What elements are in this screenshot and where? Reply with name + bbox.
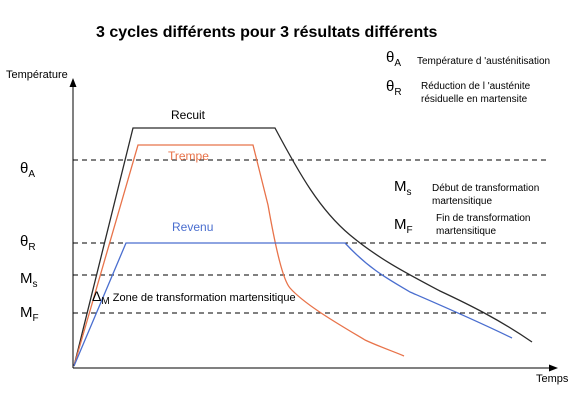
level-label-theta-a: θA — [20, 160, 35, 180]
legend-mf-line1: Fin de transformation — [436, 213, 531, 224]
curve-trempe — [73, 144, 405, 367]
zone-annotation: ΔM Zone de transformation martensitique — [92, 288, 296, 307]
legend-theta-a-subscript: A — [394, 58, 402, 70]
legend-theta-r-line1: Réduction de l 'austénite — [421, 81, 531, 92]
legend-theta-r-line2: résiduelle en martensite — [421, 94, 528, 105]
y-axis-label: Température — [6, 69, 68, 81]
legend-ms-line2: martensitique — [432, 196, 493, 207]
legend-mf-subscript: F — [406, 225, 413, 237]
x-axis-arrow — [549, 364, 558, 372]
legend-ms-text: Début de transformation martensitique — [432, 182, 539, 208]
legend-mf-line2: martensitique — [436, 226, 497, 237]
zone-delta-symbol: Δ — [92, 288, 102, 304]
legend-ms-subscript: s — [406, 187, 412, 199]
legend-ms: Ms — [394, 178, 412, 198]
label-revenu: Revenu — [172, 220, 214, 234]
legend-mf-text: Fin de transformation martensitique — [436, 212, 531, 238]
legend-ms-symbol: M — [394, 178, 407, 195]
y-axis-arrow — [69, 78, 77, 87]
legend-theta-r-subscript: R — [394, 87, 402, 99]
level-label-ms: Ms — [20, 270, 38, 290]
legend-mf: MF — [394, 216, 413, 236]
level-label-mf: MF — [20, 304, 39, 324]
legend-mf-symbol: M — [394, 216, 407, 233]
level-label-theta-r: θR — [20, 233, 36, 253]
legend-ms-line1: Début de transformation — [432, 183, 540, 194]
theta-r-subscript: R — [28, 242, 36, 253]
page-title: 3 cycles différents pour 3 résultats dif… — [96, 24, 438, 41]
zone-text: Zone de transformation martensitique — [112, 292, 296, 304]
legend-theta-r: θR — [386, 78, 402, 98]
mf-symbol: M — [20, 304, 33, 321]
ms-symbol: M — [20, 270, 33, 287]
x-axis-label: Temps — [536, 373, 569, 385]
theta-a-symbol: θ — [20, 160, 29, 177]
legend-theta-a-symbol: θ — [386, 49, 395, 66]
zone-subscript: M — [101, 296, 110, 308]
legend-theta-a: θA — [386, 49, 401, 69]
theta-r-symbol: θ — [20, 233, 29, 250]
curve-recuit — [73, 127, 533, 367]
theta-a-subscript: A — [28, 169, 36, 180]
legend-theta-r-symbol: θ — [386, 78, 395, 95]
ms-subscript: s — [32, 279, 38, 290]
legend-theta-r-text: Réduction de l 'austénite résiduelle en … — [421, 80, 530, 106]
mf-subscript: F — [32, 313, 39, 324]
label-recuit: Recuit — [171, 108, 206, 122]
curve-revenu — [73, 242, 513, 367]
legend-theta-a-text: Température d 'austénitisation — [417, 56, 551, 67]
label-trempe: Trempe — [168, 149, 209, 163]
